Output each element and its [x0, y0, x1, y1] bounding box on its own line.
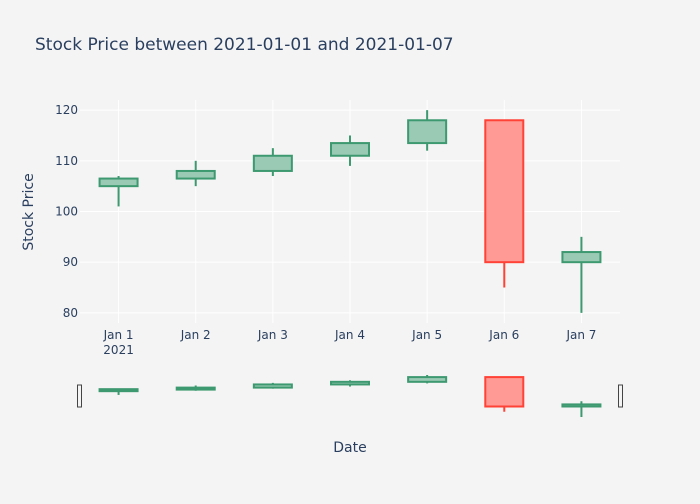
x-tick-label: Jan 5	[411, 328, 442, 342]
y-tick-label: 100	[55, 205, 78, 219]
y-axis-title: Stock Price	[21, 173, 37, 250]
range-slider[interactable]	[77, 375, 623, 417]
range-slider-left-handle[interactable]	[77, 384, 82, 408]
x-tick-label: Jan 6	[488, 328, 519, 342]
y-tick-label: 110	[55, 154, 78, 168]
x-axis-title: Date	[333, 440, 366, 456]
mini-candle-body	[175, 386, 216, 391]
candle-body[interactable]	[98, 177, 139, 188]
candle-body[interactable]	[175, 169, 216, 180]
mini-candle-body	[407, 376, 448, 383]
y-tick-label: 120	[55, 103, 78, 117]
mini-candle-body	[484, 376, 525, 408]
x-tick-year-label: 2021	[103, 343, 134, 357]
candle-body[interactable]	[330, 142, 370, 157]
y-tick-label: 80	[63, 306, 78, 320]
mini-candle-body	[330, 380, 370, 386]
candle-body[interactable]	[252, 154, 293, 172]
candle-body[interactable]	[407, 119, 448, 145]
x-tick-label: Jan 3	[257, 328, 288, 342]
y-tick-label: 90	[63, 255, 78, 269]
x-tick-label: Jan 4	[334, 328, 365, 342]
candlesticks[interactable]	[98, 110, 602, 313]
x-tick-label: Jan 1	[103, 328, 134, 342]
mini-candle-body	[561, 403, 602, 408]
candle-body[interactable]	[484, 119, 525, 264]
y-axis-ticks: 80 90 100 110 120	[55, 103, 78, 320]
x-axis-ticks: Jan 1 Jan 2 Jan 3 Jan 4 Jan 5 Jan 6 Jan 7 2021	[103, 328, 597, 357]
range-slider-right-handle[interactable]	[618, 384, 623, 408]
x-tick-label: Jan 7	[565, 328, 596, 342]
candle-body[interactable]	[561, 251, 602, 264]
mini-candle-body	[98, 388, 139, 393]
x-tick-label: Jan 2	[180, 328, 211, 342]
chart-title: Stock Price between 2021-01-01 and 2021-…	[35, 35, 454, 55]
mini-candle-body	[252, 383, 293, 389]
